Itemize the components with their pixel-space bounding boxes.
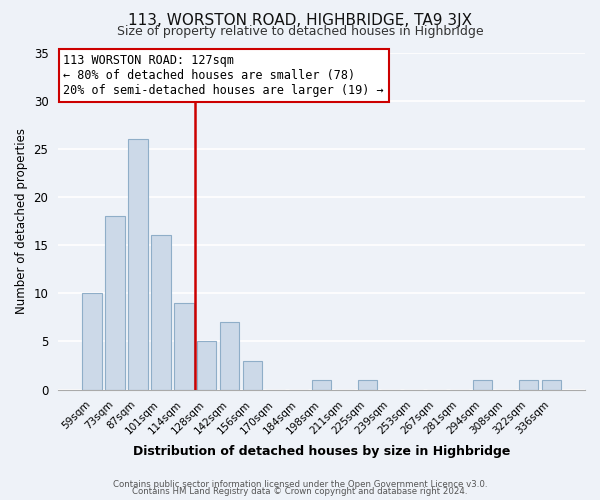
- Bar: [151, 236, 170, 390]
- Bar: [197, 342, 217, 390]
- X-axis label: Distribution of detached houses by size in Highbridge: Distribution of detached houses by size …: [133, 444, 510, 458]
- Bar: [243, 360, 262, 390]
- Bar: [473, 380, 492, 390]
- Text: 113, WORSTON ROAD, HIGHBRIDGE, TA9 3JX: 113, WORSTON ROAD, HIGHBRIDGE, TA9 3JX: [128, 12, 472, 28]
- Bar: [358, 380, 377, 390]
- Bar: [105, 216, 125, 390]
- Y-axis label: Number of detached properties: Number of detached properties: [15, 128, 28, 314]
- Bar: [220, 322, 239, 390]
- Text: Size of property relative to detached houses in Highbridge: Size of property relative to detached ho…: [116, 25, 484, 38]
- Bar: [542, 380, 561, 390]
- Bar: [174, 303, 194, 390]
- Bar: [128, 139, 148, 390]
- Text: Contains public sector information licensed under the Open Government Licence v3: Contains public sector information licen…: [113, 480, 487, 489]
- Text: 113 WORSTON ROAD: 127sqm
← 80% of detached houses are smaller (78)
20% of semi-d: 113 WORSTON ROAD: 127sqm ← 80% of detach…: [64, 54, 384, 97]
- Bar: [312, 380, 331, 390]
- Bar: [518, 380, 538, 390]
- Bar: [82, 294, 101, 390]
- Text: Contains HM Land Registry data © Crown copyright and database right 2024.: Contains HM Land Registry data © Crown c…: [132, 487, 468, 496]
